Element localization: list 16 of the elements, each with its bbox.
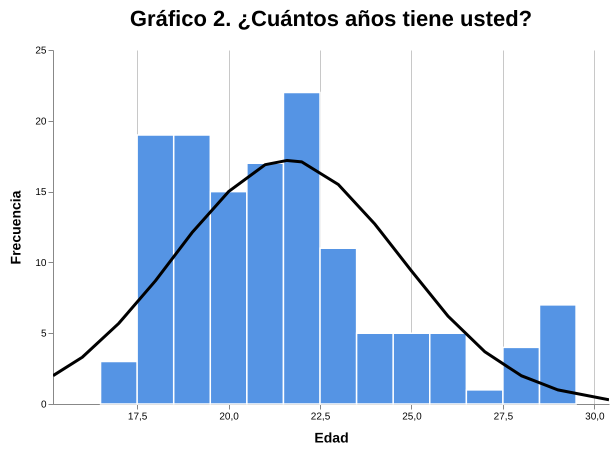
x-tick-label: 25,0 (402, 412, 422, 422)
x-tick-label: 27,5 (494, 412, 514, 422)
y-tick-label: 20 (35, 116, 47, 128)
x-tick-label: 17,5 (128, 412, 148, 422)
y-tick-label: 25 (35, 46, 47, 56)
y-axis-title: Frecuencia (7, 190, 24, 264)
y-tick-label: 5 (40, 328, 47, 340)
x-tick-label: 30,0 (585, 412, 606, 422)
y-tick-label: 10 (35, 258, 47, 269)
line-series (53, 158, 609, 402)
y-tick-label: 0 (40, 400, 47, 410)
y-tick-label: 15 (35, 187, 47, 198)
chart-title: Gráfico 2. ¿Cuántos años tiene usted? (130, 6, 532, 31)
x-tick-label: 20,0 (219, 412, 240, 422)
x-axis-title: Edad (314, 430, 349, 446)
x-tick-label: 22,5 (310, 412, 331, 422)
